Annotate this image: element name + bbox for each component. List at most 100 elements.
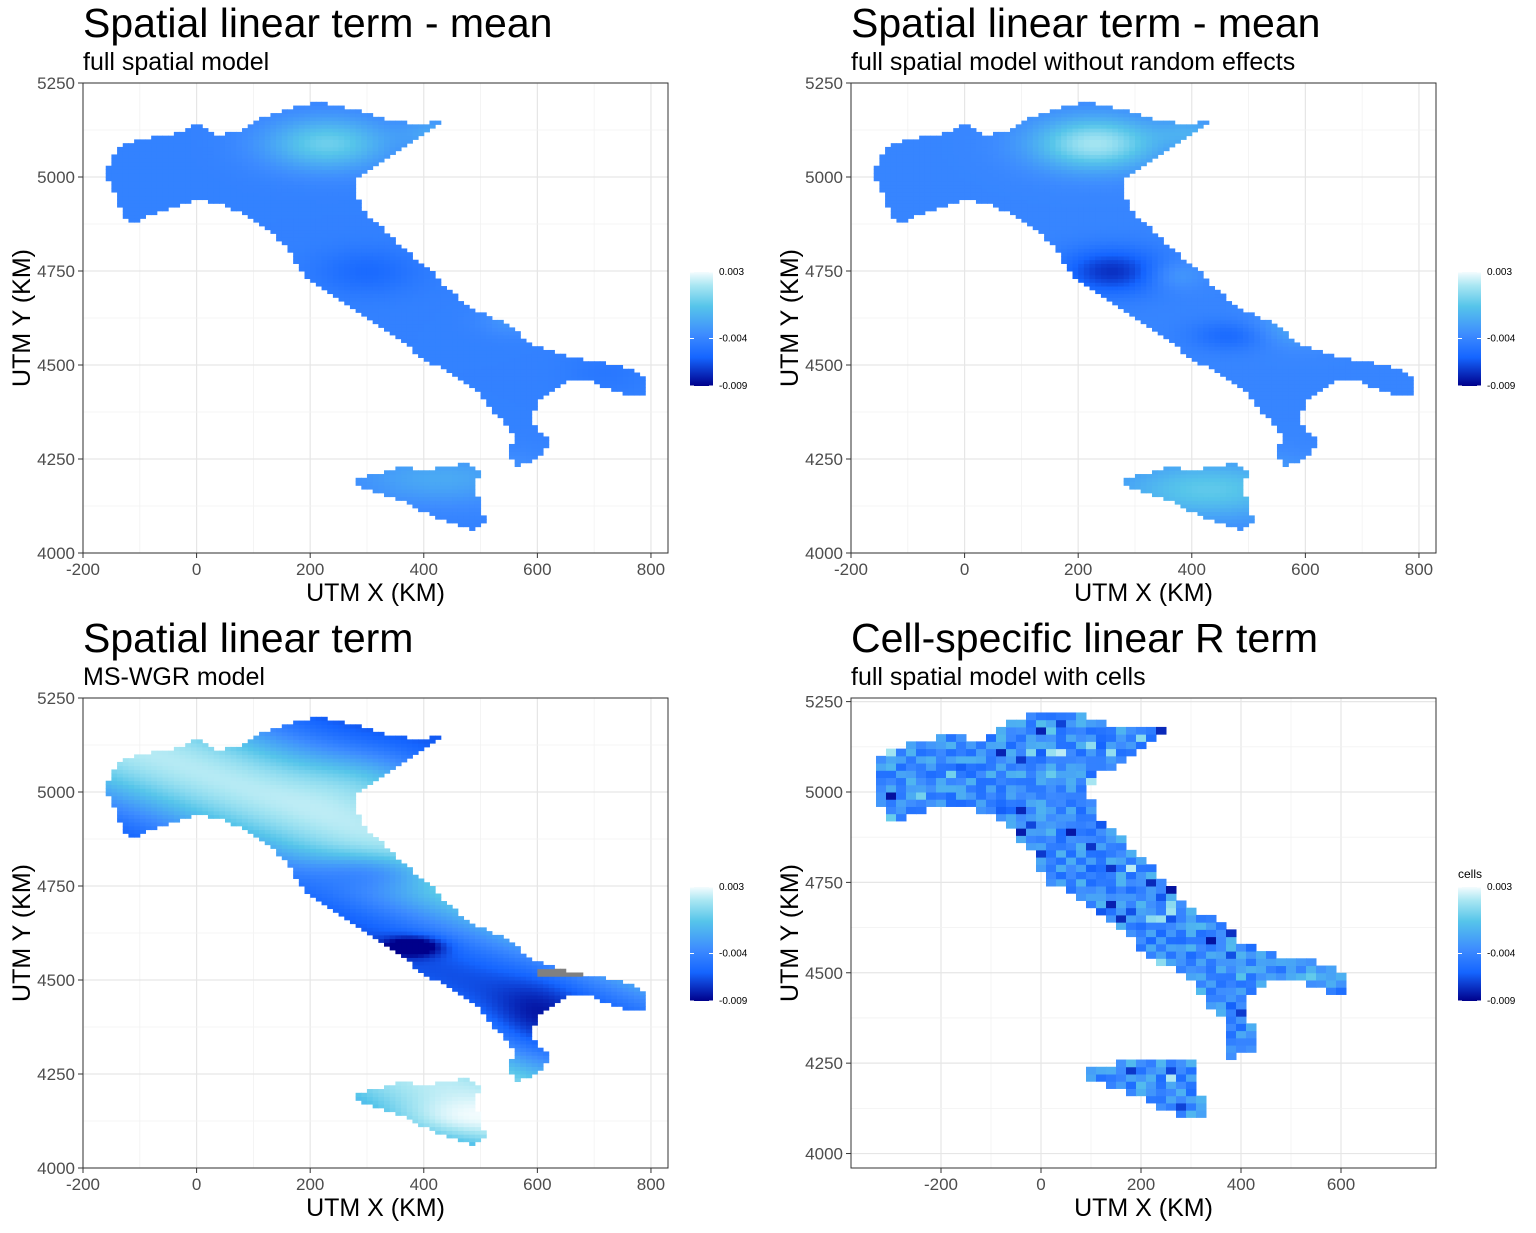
heatmap-cell xyxy=(1277,421,1283,425)
heatmap-cell xyxy=(896,196,902,200)
heatmap-cell xyxy=(418,474,424,478)
heatmap-cell xyxy=(322,132,328,136)
heatmap-cell xyxy=(458,312,464,316)
heatmap-cell xyxy=(441,294,447,298)
heatmap-cell xyxy=(350,162,356,166)
heatmap-cell xyxy=(168,136,174,140)
heatmap-cell xyxy=(265,169,271,173)
heatmap-cell xyxy=(401,327,407,331)
heatmap-cell xyxy=(384,124,390,128)
heatmap-cell xyxy=(1090,106,1096,110)
heatmap-cell xyxy=(333,169,339,173)
heatmap-cell xyxy=(356,256,362,260)
heatmap-cell xyxy=(390,489,396,493)
heatmap-cell xyxy=(344,151,350,155)
heatmap-cell xyxy=(253,121,259,125)
heatmap-cell xyxy=(1197,309,1203,313)
heatmap-cell xyxy=(509,354,515,358)
heatmap-cell xyxy=(1180,339,1186,343)
heatmap-cell xyxy=(140,158,146,162)
heatmap-cell xyxy=(469,512,475,516)
heatmap-cell xyxy=(1163,316,1169,320)
heatmap-cell xyxy=(219,196,225,200)
heatmap-cell xyxy=(259,185,265,189)
heatmap-cell xyxy=(305,181,311,185)
heatmap-cell xyxy=(1095,173,1101,177)
heatmap-cell xyxy=(1158,312,1164,316)
heatmap-cell xyxy=(970,158,976,162)
heatmap-cell xyxy=(1112,151,1118,155)
heatmap-cell xyxy=(1107,260,1113,264)
heatmap-cell xyxy=(117,162,123,166)
heatmap-cell xyxy=(344,226,350,230)
heatmap-cell xyxy=(1226,357,1232,361)
heatmap-cell xyxy=(959,151,965,155)
heatmap-cell xyxy=(577,357,583,361)
heatmap-cell xyxy=(242,166,248,170)
heatmap-cell xyxy=(378,286,384,290)
heatmap-cell xyxy=(327,260,333,264)
heatmap-cell xyxy=(424,271,430,275)
heatmap-cell xyxy=(163,188,169,192)
heatmap-cell xyxy=(594,361,600,365)
heatmap-cell xyxy=(1135,241,1141,245)
heatmap-cell xyxy=(1078,218,1084,222)
heatmap-cell xyxy=(1203,504,1209,508)
heatmap-cell xyxy=(316,203,322,207)
heatmap-cell xyxy=(1135,226,1141,230)
heatmap-cell xyxy=(942,154,948,158)
heatmap-cell xyxy=(151,139,157,143)
heatmap-cell xyxy=(282,173,288,177)
heatmap-cell xyxy=(253,215,259,219)
heatmap-cell xyxy=(418,493,424,497)
chart-title: Spatial linear term - mean xyxy=(83,0,552,46)
heatmap-cell xyxy=(549,361,555,365)
heatmap-cell xyxy=(498,350,504,354)
heatmap-cell xyxy=(248,177,254,181)
heatmap-cell xyxy=(384,478,390,482)
heatmap-cell xyxy=(520,406,526,410)
heatmap-cell xyxy=(1010,177,1016,181)
heatmap-cell xyxy=(486,354,492,358)
heatmap-cell xyxy=(902,139,908,143)
heatmap-cell xyxy=(879,173,885,177)
heatmap-cell xyxy=(919,147,925,151)
heatmap-cell xyxy=(407,500,413,504)
heatmap-cell xyxy=(1067,267,1073,271)
heatmap-cell xyxy=(1124,218,1130,222)
heatmap-cell xyxy=(322,102,328,106)
heatmap-cell xyxy=(520,421,526,425)
heatmap-cell xyxy=(577,365,583,369)
heatmap-cell xyxy=(282,222,288,226)
heatmap-cell xyxy=(1203,316,1209,320)
heatmap-cell xyxy=(134,215,140,219)
heatmap-cell xyxy=(356,162,362,166)
heatmap-cell xyxy=(333,218,339,222)
heatmap-cell xyxy=(509,421,515,425)
heatmap-cell xyxy=(361,158,367,162)
heatmap-cell xyxy=(1220,369,1226,373)
heatmap-cell xyxy=(1220,512,1226,516)
heatmap-cell xyxy=(168,158,174,162)
heatmap-cell xyxy=(515,425,521,429)
heatmap-cell xyxy=(1061,154,1067,158)
heatmap-cell xyxy=(1271,354,1277,358)
heatmap-cell xyxy=(1061,173,1067,177)
heatmap-cell xyxy=(515,418,521,422)
heatmap-cell xyxy=(361,222,367,226)
heatmap-cell xyxy=(180,154,186,158)
heatmap-cell xyxy=(395,245,401,249)
heatmap-cell xyxy=(447,500,453,504)
heatmap-cell xyxy=(475,508,481,512)
heatmap-cell xyxy=(185,128,191,132)
heatmap-cell xyxy=(390,301,396,305)
heatmap-cell xyxy=(1283,414,1289,418)
heatmap-cell xyxy=(339,139,345,143)
heatmap-cell xyxy=(1271,327,1277,331)
heatmap-cell xyxy=(1101,121,1107,125)
heatmap-cell xyxy=(373,237,379,241)
heatmap-cell xyxy=(1118,117,1124,121)
heatmap-cell xyxy=(1067,237,1073,241)
heatmap-cell xyxy=(976,177,982,181)
